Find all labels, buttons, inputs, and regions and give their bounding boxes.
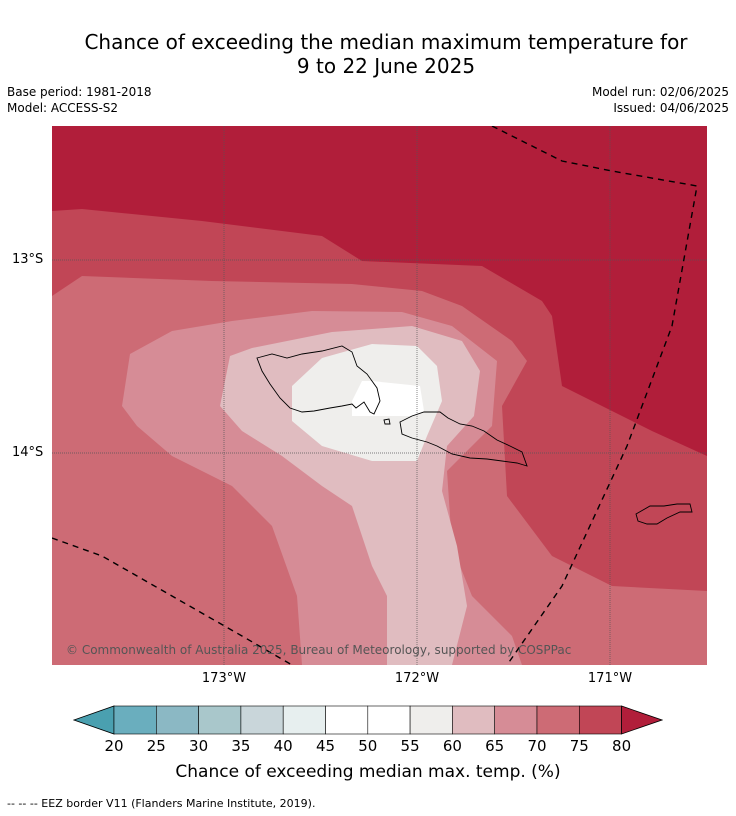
copyright-text: © Commonwealth of Australia 2025, Bureau… — [66, 643, 572, 657]
tutuila-coast — [635, 503, 693, 525]
colorbar-band-c45_50 — [325, 705, 369, 735]
colorbar-under-arrow — [73, 705, 115, 735]
lat-label-14s: 14°S — [12, 445, 44, 460]
model-run: Model run: 02/06/2025 — [591, 85, 729, 99]
colorbar-band-c35_40 — [240, 705, 284, 735]
map-svg — [52, 126, 707, 665]
colorbar-tick-30: 30 — [189, 737, 209, 755]
colorbar-tick-75: 75 — [569, 737, 589, 755]
issued-date: Issued: 04/06/2025 — [613, 101, 729, 115]
colorbar-over-arrow — [621, 705, 663, 735]
colorbar-title: Chance of exceeding median max. temp. (%… — [175, 762, 561, 782]
colorbar-band-c75_80 — [578, 705, 622, 735]
colorbar-tick-80: 80 — [612, 737, 632, 755]
colorbar-band-c40_45 — [282, 705, 326, 735]
colorbar-tick-70: 70 — [527, 737, 547, 755]
probability-map: © Commonwealth of Australia 2025, Bureau… — [52, 126, 707, 665]
colorbar-tick-60: 60 — [442, 737, 462, 755]
eez-border-north — [491, 126, 698, 665]
colorbar-band-c65_70 — [494, 705, 538, 735]
colorbar-band-c70_75 — [536, 705, 580, 735]
colorbar — [73, 705, 663, 735]
colorbar-tick-20: 20 — [104, 737, 124, 755]
colorbar-tick-35: 35 — [231, 737, 251, 755]
eez-borders — [52, 126, 698, 665]
upolu-coast — [399, 411, 528, 467]
chart-title: Chance of exceeding the median maximum t… — [36, 30, 736, 78]
lon-label-173w: 173°W — [201, 671, 247, 686]
colorbar-tick-40: 40 — [273, 737, 293, 755]
lon-label-172w: 172°W — [394, 671, 440, 686]
colorbar-band-c30_35 — [198, 705, 242, 735]
meta-right: Model run: 02/06/2025 Issued: 04/06/2025 — [592, 84, 729, 116]
eez-footnote: -- -- -- EEZ border V11 (Flanders Marine… — [7, 797, 316, 810]
colorbar-tick-65: 65 — [485, 737, 505, 755]
model-name: Model: ACCESS-S2 — [7, 101, 119, 115]
colorbar-tick-55: 55 — [400, 737, 420, 755]
colorbar-band-c60_65 — [452, 705, 495, 735]
colorbar-tick-25: 25 — [146, 737, 166, 755]
chart-title-line1: Chance of exceeding the median maximum t… — [84, 30, 688, 54]
savaii-coast — [256, 345, 381, 415]
lon-label-171w: 171°W — [587, 671, 633, 686]
band-50-55 — [352, 381, 424, 416]
colorbar-tick-45: 45 — [315, 737, 336, 755]
apolima-coast — [383, 418, 391, 425]
colorbar-band-c50_55 — [367, 705, 411, 735]
eez-border-southwest — [52, 537, 293, 665]
colorbar-band-c25_30 — [156, 705, 199, 735]
coastlines — [256, 345, 693, 525]
meta-left: Base period: 1981-2018 Model: ACCESS-S2 — [7, 84, 152, 116]
lat-label-13s: 13°S — [12, 252, 44, 267]
colorbar-band-c20_25 — [113, 705, 157, 735]
colorbar-band-c55_60 — [409, 705, 453, 735]
colorbar-tick-50: 50 — [358, 737, 378, 755]
chart-title-line2: 9 to 22 June 2025 — [296, 54, 476, 78]
base-period: Base period: 1981-2018 — [7, 85, 152, 99]
